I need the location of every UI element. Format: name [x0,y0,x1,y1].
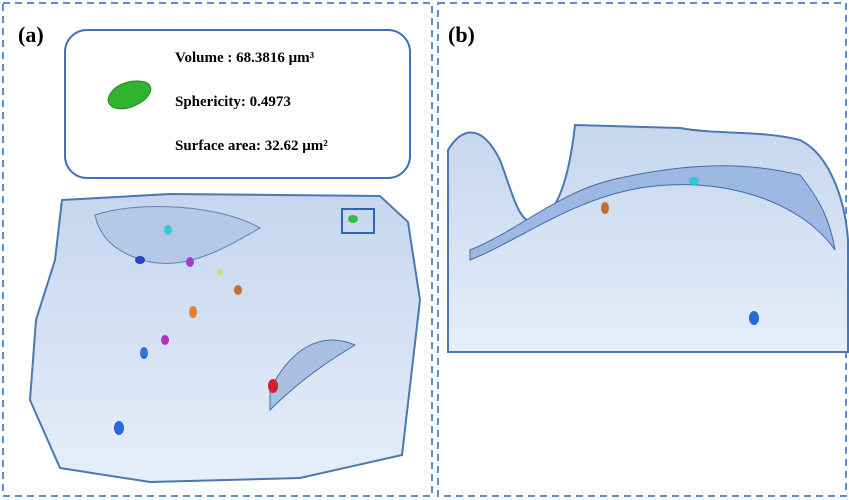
info-volume: Volume : 68.3816 μm³ [175,50,315,66]
panel-label: (b) [448,22,475,47]
panel-label: (a) [18,22,44,47]
info-surface: Surface area: 32.62 μm² [175,138,328,154]
info-sphericity: Sphericity: 0.4973 [175,94,291,110]
figure: (a) Volume : 68.3816 μm³ Sphericity: 0.4… [0,0,849,500]
